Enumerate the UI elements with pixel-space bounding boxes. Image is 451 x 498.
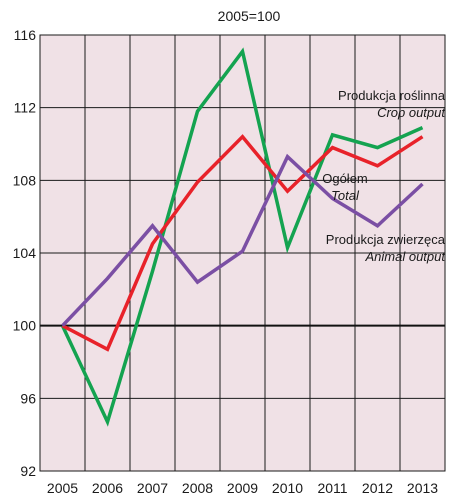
x-tick-label: 2011	[317, 480, 347, 496]
y-tick-label: 116	[14, 27, 37, 43]
series-line-total	[61, 134, 424, 352]
series-label-animal-pl: Produkcja zwierzęca	[326, 232, 446, 247]
y-tick-label: 108	[13, 172, 37, 188]
series-line-animal	[61, 153, 424, 327]
series-label-crop-pl: Produkcja roślinna	[338, 88, 446, 103]
x-tick-label: 2010	[272, 480, 303, 496]
plot-border	[39, 34, 446, 472]
x-tick-label: 2008	[182, 480, 213, 496]
series-layer	[60, 47, 424, 427]
x-tick-label: 2006	[92, 480, 123, 496]
y-tick-label: 104	[13, 245, 37, 261]
x-tick-label: 2013	[407, 480, 438, 496]
series-label-crop-en: Crop output	[377, 105, 446, 120]
series-label-animal-en: Animal output	[365, 249, 447, 264]
series-label-animal: Produkcja zwierzęca Animal output	[326, 232, 447, 264]
y-axis-ticks: 92 96 100 104 108 112 116	[13, 27, 37, 479]
series-line-crop	[60, 47, 424, 427]
series-label-total-en: Total	[331, 188, 360, 203]
x-axis-ticks: 2005 2006 2007 2008 2009 2010 2011 2012 2013	[47, 480, 438, 496]
chart-subtitle: 2005=100	[218, 8, 281, 24]
x-tick-label: 2005	[47, 480, 78, 496]
series-label-crop: Produkcja roślinna Crop output	[338, 88, 446, 120]
y-tick-label: 100	[13, 318, 37, 334]
y-tick-label: 96	[20, 390, 36, 406]
x-tick-label: 2009	[227, 480, 258, 496]
x-tick-label: 2012	[362, 480, 393, 496]
series-label-total: Ogółem Total	[322, 171, 368, 203]
x-tick-label: 2007	[137, 480, 168, 496]
series-label-total-pl: Ogółem	[322, 171, 368, 186]
y-tick-label: 92	[20, 463, 36, 479]
y-tick-label: 112	[14, 100, 37, 116]
